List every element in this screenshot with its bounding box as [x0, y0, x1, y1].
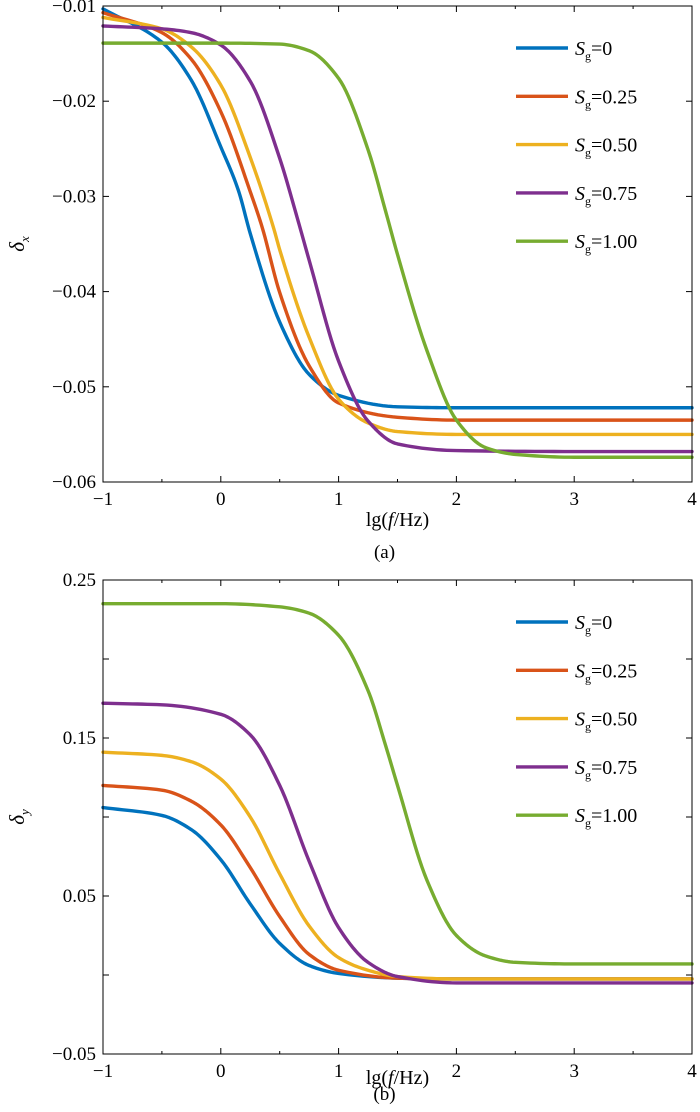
x-axis-label: lg(f/Hz) — [366, 509, 429, 531]
y-tick-label: −0.05 — [52, 1044, 96, 1065]
legend-item: Sg=0.50 — [516, 709, 637, 734]
panel-a-chart: −1 0 1 2 3 4 −0.06 −0.05 −0.04 −0.03 −0.02 −0.01 lg(… — [5, 0, 697, 563]
y-tick-label: 0.05 — [63, 886, 96, 907]
series-line-sg-0.50 — [101, 15, 694, 437]
panel-b-chart: −1 0 1 2 3 4 −0.05 0.05 0.15 0.25 lg(f/Hz) δy (b) Sg=… — [5, 570, 697, 1105]
y-tick-label: −0.03 — [52, 186, 96, 207]
y-tick-label: −0.06 — [52, 472, 96, 493]
series-line-sg-1.00 — [101, 602, 694, 966]
legend-label: Sg=0.75 — [575, 757, 637, 782]
x-tick-label: 1 — [334, 1061, 344, 1082]
legend-label: Sg=0.50 — [575, 135, 637, 160]
y-tick-label: −0.05 — [52, 377, 96, 398]
legend-item: Sg=0.25 — [516, 660, 637, 685]
x-tick-label: 2 — [452, 1061, 462, 1082]
y-axis-label: δy — [5, 809, 32, 825]
x-tick-label: −1 — [93, 489, 113, 510]
x-tick-label: 4 — [687, 1061, 697, 1082]
series-line-sg-0.50 — [101, 750, 694, 981]
legend-label: Sg=1.00 — [575, 231, 637, 256]
y-tick-label: −0.02 — [52, 91, 96, 112]
panel-caption: (a) — [374, 542, 395, 563]
series-line-sg-0.25 — [101, 10, 694, 422]
legend-label: Sg=0 — [575, 38, 612, 63]
panel-caption: (b) — [373, 1084, 395, 1105]
x-axis-label: lg(f/Hz) — [366, 1067, 429, 1089]
legend-item: Sg=0 — [516, 38, 612, 63]
series-line-sg-0 — [101, 805, 694, 981]
legend-label: Sg=0.50 — [575, 709, 637, 734]
y-axis-label: δx — [5, 236, 32, 252]
x-tick-label: −1 — [93, 1061, 113, 1082]
x-tick-label: 0 — [216, 489, 226, 510]
series-line-sg-0.75 — [101, 701, 694, 985]
legend-label: Sg=1.00 — [575, 805, 637, 830]
legend-item: Sg=1.00 — [516, 805, 637, 830]
legend-item: Sg=0.75 — [516, 757, 637, 782]
y-tick-label: −0.01 — [52, 0, 96, 17]
x-tick-label: 2 — [452, 489, 462, 510]
series-line-sg-0 — [101, 7, 694, 410]
legend-label: Sg=0.75 — [575, 183, 637, 208]
legend-item: Sg=0 — [516, 612, 612, 637]
legend-label: Sg=0.25 — [575, 86, 637, 111]
x-tick-label: 0 — [216, 1061, 226, 1082]
legend-item: Sg=1.00 — [516, 231, 637, 256]
legend-item: Sg=0.25 — [516, 86, 637, 111]
x-tick-label: 4 — [687, 489, 697, 510]
series-line-sg-0.75 — [101, 24, 694, 454]
series-line-sg-1.00 — [101, 41, 694, 459]
legend-label: Sg=0.25 — [575, 660, 637, 685]
legend-item: Sg=0.75 — [516, 183, 637, 208]
y-tick-label: 0.15 — [63, 728, 96, 749]
y-tick-label: 0.25 — [63, 570, 96, 591]
legend-item: Sg=0.50 — [516, 135, 637, 160]
legend-label: Sg=0 — [575, 612, 612, 637]
x-tick-label: 3 — [569, 1061, 579, 1082]
y-tick-label: −0.04 — [52, 282, 96, 303]
x-tick-label: 3 — [569, 489, 579, 510]
x-tick-label: 1 — [334, 489, 344, 510]
